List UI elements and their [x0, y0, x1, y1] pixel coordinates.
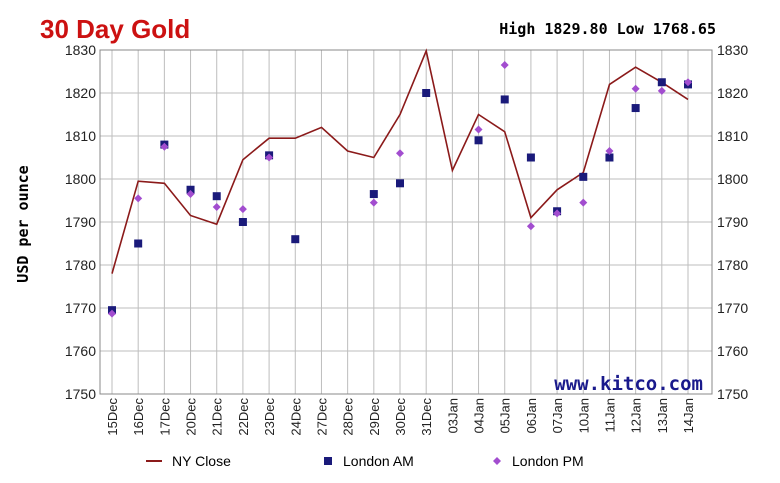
marker-london-pm: [526, 222, 535, 231]
marker-london-pm: [369, 198, 378, 207]
y-tick-label-right: 1780: [717, 257, 748, 273]
x-tick-label: 04Jan: [472, 398, 487, 433]
marker-london-am: [396, 179, 404, 188]
marker-london-am: [186, 185, 195, 194]
marker-london-am: [212, 192, 221, 201]
marker-london-pm: [108, 309, 116, 318]
x-tick-label: 11Jan: [602, 398, 617, 432]
legend: NY Close London AM London PM: [146, 453, 584, 469]
marker-london-am: [526, 153, 535, 162]
y-tick-label-left: 1780: [65, 257, 96, 273]
x-tick-label: 15Dec: [105, 398, 120, 436]
plot-area: 1750 1750 1760 1760 1770 1770 1780 1780 1790 1790…: [65, 42, 749, 436]
y-tick-label-right: 1830: [717, 42, 748, 58]
x-tick-label: 29Dec: [367, 398, 382, 436]
y-axis-label: USD per ounce: [14, 165, 32, 282]
marker-london-pm: [474, 125, 483, 134]
marker-london-am: [422, 89, 431, 97]
marker-london-pm: [265, 153, 274, 162]
high-low-summary: High 1829.80 Low 1768.65: [499, 20, 716, 38]
marker-london-pm: [160, 142, 169, 151]
chart-title: 30 Day Gold: [40, 14, 190, 44]
plot-border: [99, 49, 713, 395]
x-tick-label: 31Dec: [419, 398, 434, 436]
marker-london-pm: [553, 209, 562, 218]
marker-london-am: [605, 153, 614, 162]
x-tick-label: 03Jan: [445, 398, 460, 433]
y-tick-label-left: 1760: [65, 343, 96, 359]
y-tick-label-right: 1760: [717, 343, 748, 359]
legend-swatch-london-pm: [493, 457, 501, 465]
x-tick-label: 27Dec: [314, 398, 329, 436]
legend-label-london-pm: London PM: [512, 453, 584, 469]
x-tick-label: 23Dec: [262, 398, 277, 436]
marker-london-am: [657, 78, 666, 87]
marker-london-pm: [684, 78, 692, 87]
marker-london-am: [291, 235, 300, 244]
marker-london-pm: [605, 147, 614, 156]
x-tick-label: 14Jan: [681, 398, 696, 433]
marker-london-pm: [657, 86, 666, 95]
marker-london-am: [369, 190, 378, 199]
y-tick-label-left: 1830: [65, 42, 96, 58]
y-tick-label-right: 1810: [717, 128, 748, 144]
legend-label-london-am: London AM: [343, 453, 414, 469]
legend-swatch-london-am: [324, 457, 332, 465]
x-tick-label: 07Jan: [550, 398, 565, 433]
x-tick-label: 10Jan: [576, 398, 591, 433]
series-line-ny-close: [111, 48, 689, 274]
y-tick-label-right: 1750: [717, 386, 748, 402]
y-tick-label-left: 1800: [65, 171, 96, 187]
y-tick-label-right: 1790: [717, 214, 748, 230]
y-tick-label-left: 1770: [65, 300, 96, 316]
x-tick-label: 21Dec: [210, 398, 225, 436]
marker-london-am: [134, 239, 143, 248]
y-tick-label-left: 1820: [65, 85, 96, 101]
marker-london-am: [474, 136, 483, 145]
marker-london-am: [579, 172, 588, 181]
marker-london-am: [631, 104, 640, 113]
marker-london-pm: [212, 202, 221, 211]
x-tick-label: 28Dec: [341, 398, 356, 436]
x-tick-label: 20Dec: [184, 398, 199, 436]
y-tick-label-right: 1800: [717, 171, 748, 187]
marker-london-am: [500, 95, 509, 104]
y-tick-label-left: 1810: [65, 128, 96, 144]
marker-london-am: [238, 218, 247, 226]
x-tick-label: 16Dec: [131, 398, 146, 436]
x-tick-label: 24Dec: [288, 398, 303, 436]
watermark: www.kitco.com: [554, 373, 703, 395]
x-tick-label: 06Jan: [524, 398, 539, 433]
y-tick-label-right: 1820: [717, 85, 748, 101]
marker-london-pm: [631, 84, 640, 93]
y-tick-label-right: 1770: [717, 300, 748, 316]
x-tick-label: 12Jan: [629, 398, 644, 433]
x-tick-label: 13Jan: [655, 398, 670, 433]
y-tick-label-left: 1750: [65, 386, 96, 402]
legend-label-ny-close: NY Close: [172, 453, 231, 469]
x-tick-label: 22Dec: [236, 398, 251, 436]
y-tick-label-left: 1790: [65, 214, 96, 230]
marker-london-pm: [579, 198, 588, 207]
marker-london-pm: [238, 205, 247, 214]
x-tick-label: 17Dec: [157, 398, 172, 436]
marker-london-pm: [396, 149, 404, 158]
x-tick-label: 05Jan: [498, 398, 513, 433]
marker-london-pm: [134, 194, 143, 203]
x-tick-label: 30Dec: [393, 398, 408, 436]
marker-london-pm: [186, 190, 195, 199]
marker-london-pm: [500, 61, 509, 70]
